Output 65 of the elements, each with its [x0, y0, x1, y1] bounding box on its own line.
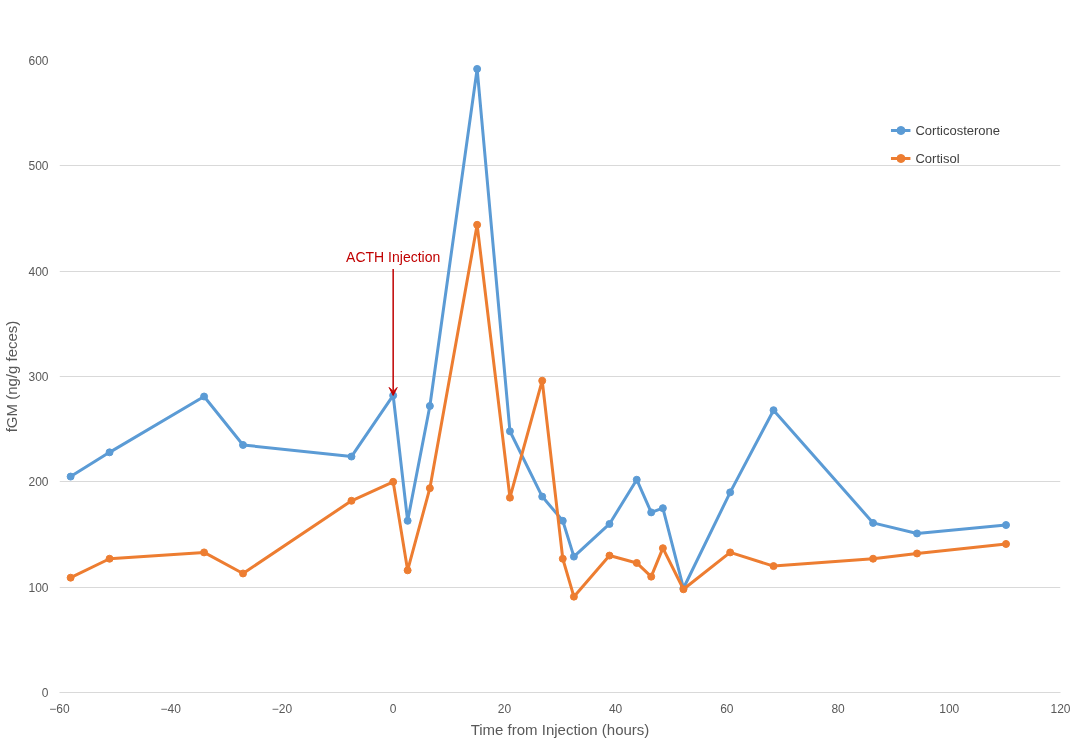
point: [425, 484, 434, 493]
point: [913, 529, 922, 538]
point: [647, 508, 656, 517]
x-tick-label: −40: [160, 701, 182, 716]
point: [505, 427, 514, 436]
point: [1002, 521, 1010, 530]
point: [105, 554, 114, 563]
legend-label: Cortisol: [915, 150, 960, 166]
x-tick-label: −60: [49, 701, 70, 716]
point: [769, 406, 778, 415]
point: [200, 548, 209, 557]
x-axis-title: Time from Injection (hours): [470, 720, 650, 738]
point: [505, 493, 514, 502]
point: [558, 516, 567, 525]
point: [403, 516, 412, 525]
point: [473, 64, 482, 73]
x-tick-label: 20: [497, 701, 512, 716]
point: [913, 549, 922, 558]
point: [538, 376, 547, 385]
point: [605, 519, 614, 528]
point: [389, 477, 398, 486]
x-tick-label: 80: [831, 701, 846, 716]
point: [239, 440, 248, 449]
point: [632, 558, 641, 567]
point: [558, 554, 567, 563]
point: [726, 548, 735, 557]
y-tick-label: 600: [28, 54, 49, 68]
y-tick-label: 400: [28, 264, 49, 279]
point: [569, 592, 578, 601]
point: [569, 552, 578, 561]
y-tick-label: 0: [41, 686, 49, 700]
point: [658, 544, 667, 553]
x-tick-label: 60: [720, 701, 734, 716]
point: [647, 572, 656, 581]
point: [200, 392, 209, 401]
point: [66, 573, 75, 582]
point: [403, 566, 412, 575]
point: [605, 551, 614, 560]
y-tick-label: 100: [28, 580, 49, 595]
y-tick-label: 200: [28, 475, 49, 490]
y-axis-title: fGM (ng/g feces): [3, 320, 21, 433]
point: [347, 496, 356, 505]
point: [658, 504, 667, 513]
x-tick-label: −20: [271, 701, 293, 716]
y-tick-label: 500: [28, 159, 49, 174]
x-tick-label: 0: [389, 701, 397, 716]
point: [105, 448, 114, 457]
x-tick-label: 40: [608, 701, 623, 716]
point: [1002, 539, 1010, 548]
annotation: ACTH Injection: [346, 249, 441, 266]
y-tick-label: 300: [28, 370, 49, 384]
point: [726, 488, 735, 497]
point: [347, 452, 356, 461]
point: [769, 562, 778, 571]
point: [632, 475, 641, 484]
point: [538, 492, 547, 501]
point: [66, 472, 75, 481]
point: [869, 518, 878, 527]
point: [425, 402, 434, 410]
x-tick-label: 100: [939, 701, 960, 716]
point: [239, 569, 248, 578]
point: [473, 220, 482, 229]
x-tick-label: 120: [1050, 701, 1071, 716]
legend-label: Corticosterone: [915, 122, 1000, 138]
point: [869, 554, 878, 563]
